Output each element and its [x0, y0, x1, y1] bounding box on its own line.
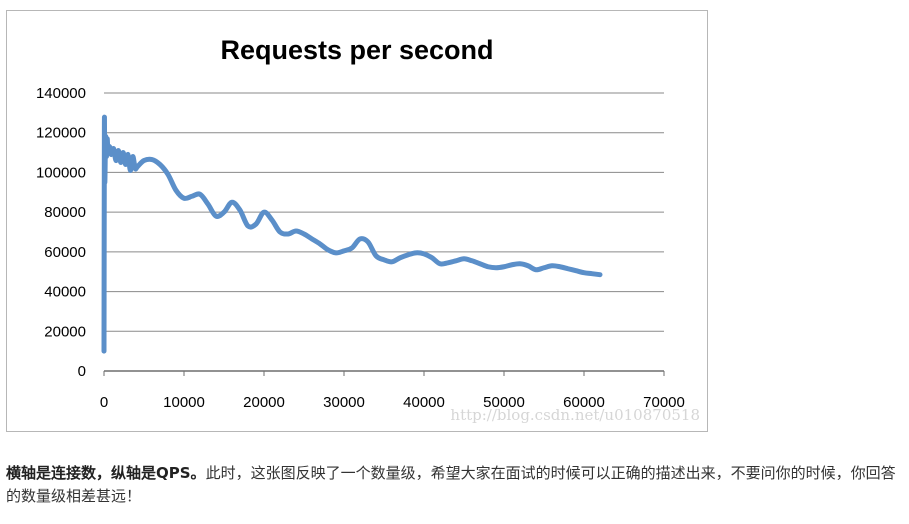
series-line-0 — [101, 115, 603, 354]
watermark: http://blog.csdn.net/u010870518 — [450, 406, 700, 424]
x-tick-label: 40000 — [403, 394, 445, 411]
x-axis-tick-labels: 0 10000 20000 30000 40000 50000 60000 70000 — [100, 394, 685, 411]
y-tick-label: 20000 — [44, 323, 86, 340]
chart-frame: Requests per second 0 20000 40000 60000 8000… — [6, 10, 708, 432]
y-tick-label: 40000 — [44, 284, 86, 301]
caption-bold: 横轴是连接数，纵轴是QPS。 — [6, 464, 206, 482]
x-tick-label: 50000 — [483, 394, 525, 411]
y-tick-label: 100000 — [36, 164, 86, 181]
x-tick-label: 30000 — [323, 394, 365, 411]
y-tick-label: 60000 — [44, 244, 86, 261]
x-tick-label: 10000 — [163, 394, 205, 411]
caption: 横轴是连接数，纵轴是QPS。此时，这张图反映了一个数量级，希望大家在面试的时候可… — [6, 462, 904, 508]
y-tick-label: 80000 — [44, 204, 86, 221]
grid-lines — [103, 92, 665, 376]
y-axis-tick-labels: 0 20000 40000 60000 80000 100000 120000 140000 — [36, 85, 86, 380]
caption-text: 此时，这张图反映了一个数量级，希望大家在面试的时候可以正确的描述出来，不要问你的… — [6, 464, 896, 505]
y-tick-label: 140000 — [36, 85, 86, 102]
x-tick-label: 20000 — [243, 394, 285, 411]
series-line-layer — [101, 115, 603, 354]
y-tick-label: 0 — [78, 363, 86, 380]
chart-title: Requests per second — [220, 35, 493, 65]
x-tick-label: 60000 — [563, 394, 605, 411]
chart-svg: Requests per second 0 20000 40000 60000 8000… — [36, 35, 700, 424]
x-tick-label: 70000 — [643, 394, 685, 411]
x-tick-label: 0 — [100, 394, 108, 411]
y-tick-label: 120000 — [36, 125, 86, 142]
